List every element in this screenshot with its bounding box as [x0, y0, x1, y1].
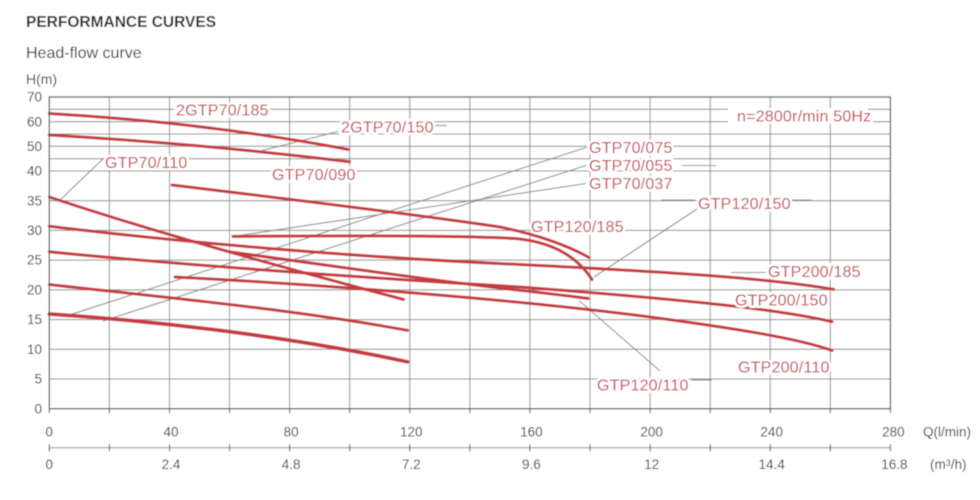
svg-text:16.8: 16.8 [881, 457, 907, 472]
svg-text:20: 20 [27, 283, 42, 298]
svg-text:280: 280 [882, 425, 905, 440]
svg-text:Q(l/min): Q(l/min) [923, 425, 971, 440]
svg-text:9.6: 9.6 [522, 457, 541, 472]
svg-text:0: 0 [34, 401, 42, 416]
svg-text:120: 120 [400, 425, 423, 440]
svg-text:12: 12 [644, 457, 659, 472]
svg-text:160: 160 [520, 425, 543, 440]
svg-text:4.8: 4.8 [282, 457, 301, 472]
svg-text:GTP70/110: GTP70/110 [105, 155, 187, 172]
svg-text:15: 15 [27, 312, 42, 327]
svg-text:GTP70/037: GTP70/037 [589, 176, 673, 193]
svg-text:2.4: 2.4 [162, 457, 181, 472]
svg-text:GTP70/075: GTP70/075 [589, 140, 673, 157]
svg-text:GTP70/090: GTP70/090 [272, 167, 356, 184]
svg-text:14.4: 14.4 [759, 457, 786, 472]
svg-text:H(m): H(m) [26, 71, 57, 87]
svg-text:Head-flow curve: Head-flow curve [26, 45, 142, 62]
svg-text:60: 60 [27, 114, 42, 129]
svg-text:35: 35 [27, 193, 42, 208]
svg-text:10: 10 [27, 342, 42, 357]
svg-text:30: 30 [27, 223, 42, 238]
svg-text:40: 40 [27, 164, 42, 179]
svg-text:GTP120/110: GTP120/110 [597, 378, 689, 395]
svg-text:GTP70/055: GTP70/055 [589, 158, 673, 175]
svg-text:25: 25 [27, 253, 42, 268]
svg-text:2GTP70/150: 2GTP70/150 [341, 120, 434, 137]
svg-text:240: 240 [760, 425, 783, 440]
svg-text:n=2800r/min 50Hz: n=2800r/min 50Hz [737, 109, 871, 126]
svg-text:0: 0 [46, 457, 54, 472]
svg-text:7.2: 7.2 [402, 457, 421, 472]
svg-text:80: 80 [284, 425, 299, 440]
svg-text:GTP200/110: GTP200/110 [738, 360, 830, 377]
svg-text:GTP120/150: GTP120/150 [698, 196, 791, 213]
svg-text:GTP200/185: GTP200/185 [768, 264, 861, 281]
svg-text:70: 70 [27, 90, 42, 105]
svg-text:PERFORMANCE CURVES: PERFORMANCE CURVES [26, 14, 216, 31]
svg-text:(m3/h): (m3/h) [930, 457, 967, 472]
svg-text:50: 50 [27, 139, 42, 154]
svg-text:GTP200/150: GTP200/150 [735, 292, 828, 309]
svg-text:GTP120/185: GTP120/185 [531, 219, 624, 236]
svg-text:2GTP70/185: 2GTP70/185 [176, 103, 269, 120]
svg-text:200: 200 [640, 425, 663, 440]
svg-text:5: 5 [34, 372, 42, 387]
svg-text:40: 40 [163, 425, 178, 440]
svg-text:0: 0 [46, 425, 54, 440]
